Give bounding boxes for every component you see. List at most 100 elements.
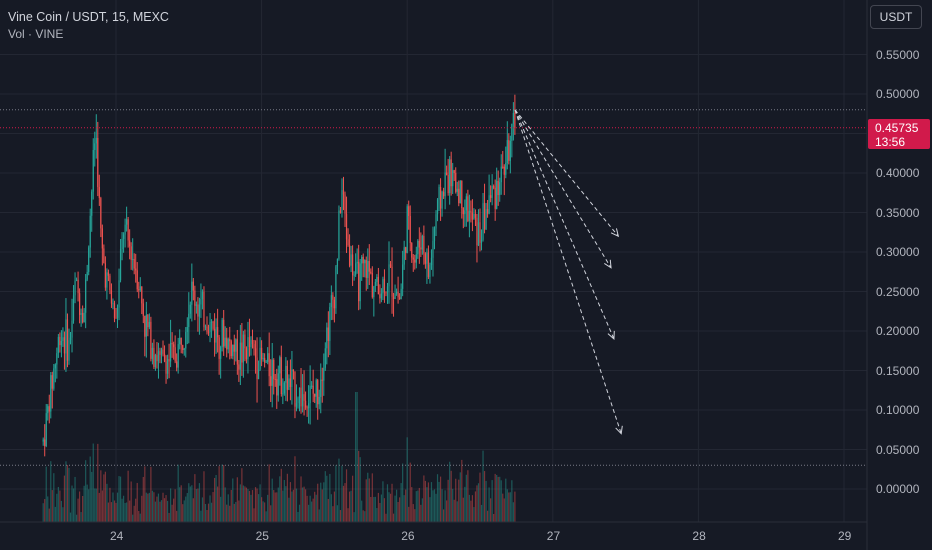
volume-bar <box>66 464 69 522</box>
volume-bar <box>426 487 428 522</box>
volume-bar <box>104 471 106 522</box>
volume-bar <box>358 450 360 522</box>
projection-arrow[interactable] <box>514 109 622 434</box>
volume-bar <box>56 493 58 522</box>
candle-body <box>385 292 387 294</box>
candle-body <box>127 219 129 241</box>
volume-bar <box>403 495 405 522</box>
chart-legend: Vine Coin / USDT, 15, MEXC Vol · VINE <box>8 9 169 43</box>
volume-bar <box>223 465 225 522</box>
volume-legend[interactable]: Vol · VINE <box>8 27 64 41</box>
candle-body <box>82 313 84 323</box>
candle-body <box>353 274 355 276</box>
volume-bar <box>48 508 50 522</box>
volume-bar <box>138 510 140 522</box>
volume-bar <box>315 494 317 522</box>
candle-body <box>89 215 91 248</box>
volume-bar <box>251 490 254 522</box>
candle-body <box>509 140 511 161</box>
volume-bar <box>494 473 496 522</box>
candle-body <box>462 208 464 215</box>
volume-bar <box>500 480 502 522</box>
candle-body <box>66 319 69 361</box>
volume-bar <box>261 497 263 522</box>
volume-bar <box>459 472 461 522</box>
volume-bar <box>332 506 334 522</box>
candle-body <box>444 172 446 197</box>
volume-bar <box>50 461 52 522</box>
time-tick-label: 25 <box>255 529 269 543</box>
volume-bar <box>233 503 235 522</box>
volume-bar <box>491 480 493 522</box>
candle-body <box>449 159 451 194</box>
current-price-tag: 0.45735 13:56 <box>868 119 930 149</box>
candle-body <box>403 247 405 265</box>
currency-unit-button[interactable]: USDT <box>870 5 922 29</box>
volume-bar <box>60 500 62 522</box>
candle-body <box>74 280 76 296</box>
volume-bar <box>377 492 379 522</box>
price-tick-label: 0.30000 <box>876 245 920 259</box>
candle-body <box>163 353 166 362</box>
candle-body <box>311 385 313 387</box>
volume-bar <box>289 482 292 522</box>
candle-body <box>47 406 49 414</box>
candle-body <box>192 281 194 291</box>
candle-body <box>301 394 304 407</box>
volume-bar <box>238 500 240 522</box>
volume-bar <box>304 489 307 522</box>
volume-bar <box>80 512 82 522</box>
volume-bar <box>485 480 487 522</box>
volume-bar <box>210 502 213 522</box>
candle-body <box>508 140 510 161</box>
candle-body <box>315 380 317 397</box>
candle-body <box>418 240 420 248</box>
candle-body <box>497 180 499 196</box>
volume-bar <box>142 476 144 522</box>
projection-arrow[interactable] <box>514 109 615 340</box>
candle-body <box>324 348 326 368</box>
candle-body <box>138 289 140 291</box>
volume-bar <box>95 488 97 522</box>
candle-body <box>126 219 128 225</box>
candle-body <box>235 339 237 352</box>
volume-bar <box>496 475 498 522</box>
volume-bar <box>371 473 373 522</box>
volume-bar <box>257 494 260 522</box>
volume-bar <box>124 502 126 522</box>
candle-body <box>441 191 443 209</box>
volume-bar <box>362 510 364 522</box>
volume-bar <box>333 491 335 522</box>
candle-body <box>417 240 419 255</box>
symbol-title[interactable]: Vine Coin / USDT, 15, MEXC <box>8 10 169 24</box>
volume-bar <box>503 498 505 522</box>
volume-bar <box>177 464 179 522</box>
candle-body <box>476 217 478 246</box>
price-tick-label: 0.20000 <box>876 324 920 338</box>
projection-arrow[interactable] <box>514 109 612 269</box>
candle-body <box>371 272 373 298</box>
candle-body <box>173 344 175 348</box>
volume-bar <box>207 503 210 522</box>
candle-body <box>303 394 305 401</box>
candle-body <box>157 351 160 362</box>
candle-body <box>265 361 267 363</box>
projection-arrow[interactable] <box>514 109 619 237</box>
candle-body <box>183 348 185 350</box>
volume-bar <box>77 498 79 522</box>
volume-bar <box>506 489 508 522</box>
candle-body <box>109 275 111 291</box>
volume-bar <box>47 496 49 522</box>
projection-arrows[interactable] <box>514 109 623 435</box>
volume-bar <box>197 488 199 522</box>
volume-bar <box>376 508 378 522</box>
candle-body <box>261 347 263 360</box>
volume-bar <box>352 475 354 522</box>
candle-body <box>380 293 383 299</box>
candle-body <box>53 368 55 389</box>
volume-bar <box>336 505 339 522</box>
candle-body <box>461 180 463 209</box>
volume-bar <box>126 502 128 522</box>
volume-bar <box>330 494 332 522</box>
